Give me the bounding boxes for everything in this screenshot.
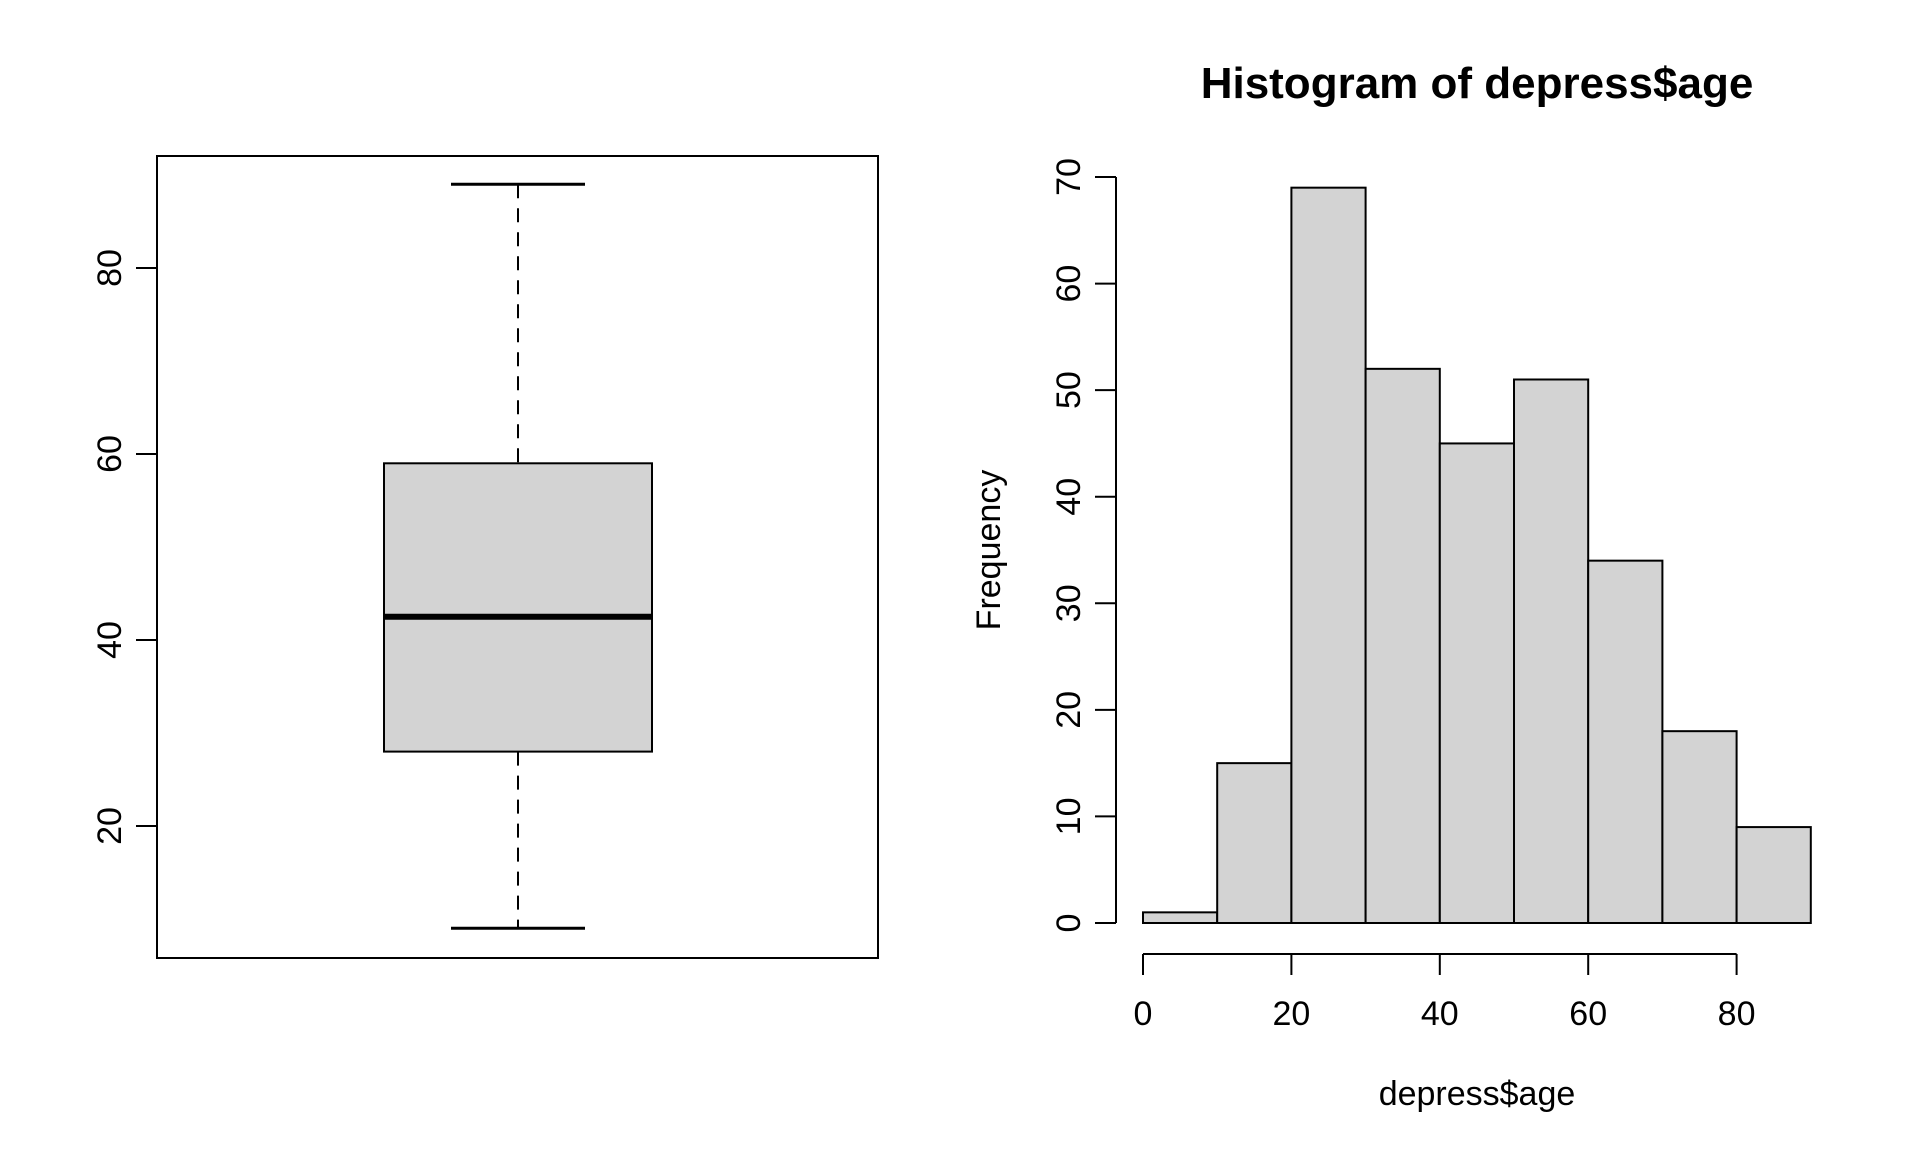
- boxplot-y-tick-label: 80: [91, 249, 129, 287]
- histogram-y-axis-label: Frequency: [970, 470, 1008, 631]
- histogram-bar: [1142, 911, 1219, 925]
- histogram-bar: [1364, 367, 1441, 924]
- histogram-x-tick-label: 60: [1569, 995, 1607, 1033]
- histogram-y-tick-label: 50: [1050, 371, 1088, 409]
- boxplot-y-tick-label: 40: [91, 621, 129, 659]
- histogram-x-tick-label: 40: [1421, 995, 1459, 1033]
- histogram-bar: [1290, 186, 1367, 925]
- histogram-bar: [1216, 762, 1293, 925]
- histogram-panel: Histogram of depress$age 0 10 20 30 40 50 60 70 0…: [970, 59, 1812, 1113]
- histogram-bar: [1513, 378, 1590, 925]
- histogram-x-axis-label: depress$age: [1379, 1075, 1576, 1113]
- histogram-y-tick-label: 40: [1050, 478, 1088, 516]
- histogram-x-tick-label: 80: [1718, 995, 1756, 1033]
- boxplot-panel: 20 40 60 80: [91, 155, 879, 959]
- histogram-title: Histogram of depress$age: [1201, 59, 1754, 108]
- histogram-y-tick-label: 60: [1050, 265, 1088, 303]
- boxplot-iqr-box: [383, 462, 653, 753]
- histogram-y-tick-label: 20: [1050, 691, 1088, 729]
- histogram-y-tick-label: 30: [1050, 584, 1088, 622]
- histogram-y-tick-label: 0: [1050, 914, 1088, 933]
- histogram-x-tick-label: 20: [1272, 995, 1310, 1033]
- histogram-bar: [1438, 442, 1516, 924]
- histogram-y-tick-label: 10: [1050, 798, 1088, 836]
- histogram-y-tick-label: 70: [1050, 158, 1088, 196]
- boxplot-y-tick-label: 20: [91, 807, 129, 845]
- histogram-bar: [1735, 826, 1812, 924]
- histogram-bar: [1661, 730, 1738, 925]
- boxplot-y-tick-label: 60: [91, 435, 129, 473]
- boxplot-frame: [156, 155, 879, 959]
- histogram-bar: [1587, 559, 1664, 924]
- histogram-x-tick-label: 0: [1134, 995, 1153, 1033]
